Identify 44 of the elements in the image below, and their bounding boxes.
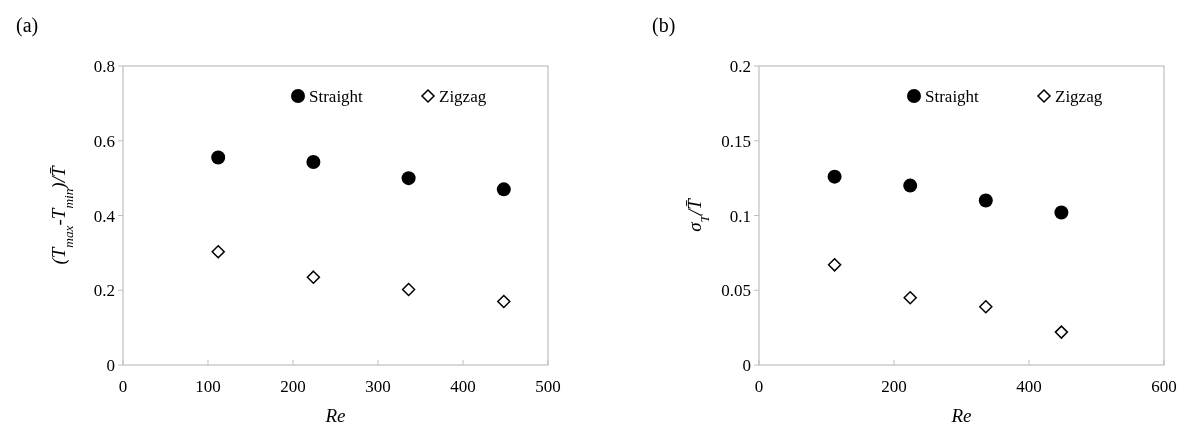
x-tick-label: 200: [881, 377, 907, 396]
x-tick-label: 300: [365, 377, 391, 396]
point: [827, 169, 842, 184]
y-tick-label: 0.1: [729, 206, 751, 226]
chart-title: (a): [16, 14, 39, 37]
legend-label: Zigzag: [1055, 87, 1103, 106]
point: [903, 290, 917, 305]
x-tick-label: 200: [280, 377, 306, 396]
point: [211, 150, 226, 165]
x-tick-label: 400: [450, 377, 476, 396]
x-axis-title: Re: [324, 405, 346, 426]
y-tick-label: 0.8: [93, 57, 115, 76]
point: [497, 294, 511, 309]
x-tick-label: 0: [754, 377, 764, 396]
point: [903, 178, 918, 193]
point: [1054, 205, 1069, 220]
y-tick-label: 0.15: [721, 131, 751, 151]
point: [1054, 325, 1069, 339]
x-tick-label: 100: [195, 377, 221, 396]
point: [978, 193, 993, 208]
point: [306, 270, 321, 284]
y-tick-label: 0: [106, 356, 115, 375]
y-tick-label: 0.2: [93, 281, 115, 301]
point: [306, 155, 321, 170]
y-tick-label: 0: [742, 356, 751, 375]
point: [979, 299, 993, 314]
point: [401, 171, 416, 186]
y-tick-label: 0.4: [93, 206, 116, 226]
x-tick-label: 400: [1016, 377, 1042, 396]
point: [496, 182, 511, 197]
x-tick-label: 500: [535, 377, 561, 396]
point: [211, 245, 225, 259]
y-tick-label: 0.6: [93, 131, 115, 151]
legend-label: Straight: [925, 87, 980, 106]
legend-label: Zigzag: [439, 87, 487, 106]
chart-title: (b): [652, 14, 676, 37]
point: [827, 258, 842, 272]
y-tick-label: 0.05: [721, 281, 751, 301]
x-tick-label: 0: [118, 377, 128, 396]
x-tick-label: 600: [1151, 377, 1177, 396]
x-axis-title: Re: [950, 405, 972, 426]
y-tick-label: 0.2: [729, 57, 751, 76]
point: [401, 282, 416, 297]
legend-label: Straight: [309, 87, 364, 106]
